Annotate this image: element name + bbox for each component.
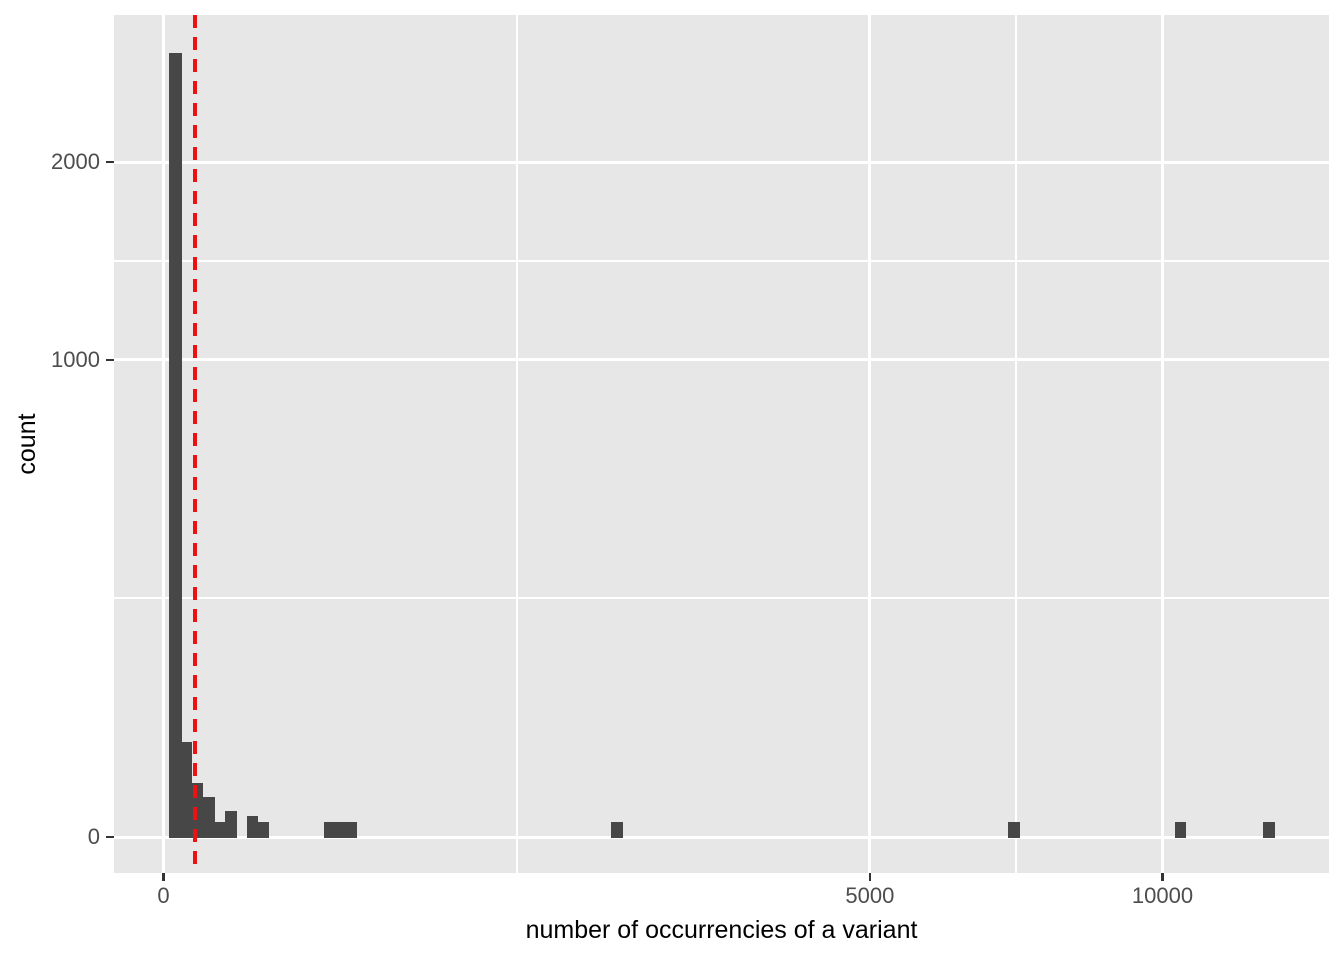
plot-panel: [114, 15, 1329, 873]
y-tick-mark: [106, 160, 114, 164]
x-axis-title: number of occurrencies of a variant: [525, 916, 918, 944]
histogram-bar: [247, 815, 259, 839]
x-tick-label: 5000: [845, 883, 895, 908]
x-tick-mark: [1161, 873, 1164, 881]
gridline-minor-horizontal: [114, 597, 1329, 600]
histogram-bar: [1007, 821, 1021, 839]
threshold-line: [193, 15, 197, 873]
y-tick-label: 0: [87, 824, 100, 849]
histogram-bar: [214, 821, 226, 839]
gridline-major-vertical: [162, 15, 165, 873]
histogram-bar: [323, 821, 357, 839]
y-tick-mark: [106, 358, 114, 362]
gridline-major-horizontal: [114, 160, 1329, 164]
gridline-minor-horizontal: [114, 260, 1329, 262]
y-axis-title: count: [13, 413, 41, 475]
histogram-bar: [203, 797, 215, 839]
gridline-minor-vertical: [515, 15, 518, 873]
x-tick-label: 0: [157, 883, 170, 908]
histogram-bar: [181, 741, 193, 839]
y-tick-label: 1000: [51, 346, 100, 372]
gridline-major-vertical: [868, 15, 872, 873]
gridline-major-vertical: [1161, 15, 1164, 873]
y-tick-mark: [106, 835, 114, 839]
x-tick-label: 10000: [1131, 883, 1194, 908]
histogram-bar: [169, 52, 182, 839]
histogram-bar: [1262, 821, 1275, 839]
histogram-bar: [192, 782, 204, 839]
gridline-major-horizontal: [114, 358, 1329, 362]
histogram-bar: [258, 821, 270, 839]
histogram-bar: [1174, 821, 1187, 839]
histogram-bar: [610, 821, 624, 839]
gridline-major-horizontal: [114, 835, 1329, 839]
x-tick-mark: [868, 873, 872, 881]
x-tick-mark: [162, 873, 165, 881]
histogram-bar: [225, 810, 237, 839]
gridline-minor-vertical: [1015, 15, 1018, 873]
y-tick-label: 2000: [51, 149, 100, 175]
